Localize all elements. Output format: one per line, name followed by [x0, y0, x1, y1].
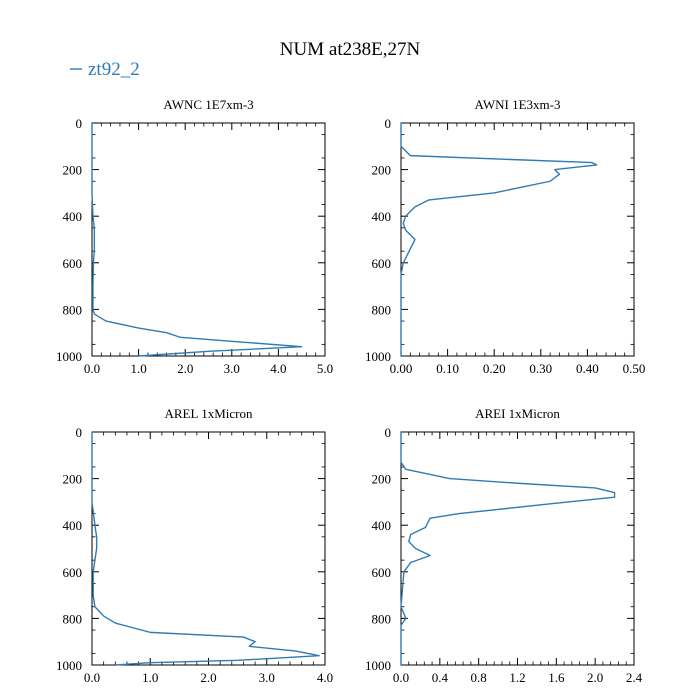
panel-4-xtick-label: 0.8 — [471, 670, 487, 685]
panel-4: AREI 1xMicron 0.0 0.4 0.8 1.2 1.6 2.0 2.4 0 200 40… — [365, 406, 643, 685]
panel-3-xtick-label: 2.0 — [200, 670, 216, 685]
panel-3-title: AREL 1xMicron — [165, 406, 253, 421]
panel-2-xtick-label: 0.00 — [390, 361, 413, 376]
panel-4-ytick-label: 200 — [372, 472, 392, 487]
panel-4-xtick-label: 1.2 — [509, 670, 525, 685]
panel-3-xtick-label: 0.0 — [84, 670, 100, 685]
panel-3-ytick-label: 200 — [63, 472, 83, 487]
panel-3-ytick-label: 800 — [63, 611, 83, 626]
legend-label: zt92_2 — [88, 59, 140, 80]
panel-4-ytick-label: 0 — [385, 425, 392, 440]
panel-2-ytick-label: 1000 — [365, 349, 391, 364]
panel-3-series-line — [91, 432, 320, 666]
panel-2-series-line — [400, 123, 598, 356]
panel-2-xtick-label: 0.50 — [623, 361, 646, 376]
panel-1-ytick-label: 1000 — [56, 349, 82, 364]
panel-3-frame — [91, 431, 326, 666]
panel-4-series-line — [400, 432, 616, 665]
panel-1-xtick-label: 4.0 — [270, 361, 286, 376]
panel-3-ytick-label: 0 — [76, 425, 83, 440]
panel-2-ytick-label: 600 — [372, 256, 392, 271]
panel-1-ytick-label: 600 — [63, 256, 83, 271]
panel-1-xtick-label: 0.0 — [84, 361, 100, 376]
panel-3-xtick-label: 4.0 — [317, 670, 333, 685]
panel-1: AWNC 1E7xm-3 0.0 1.0 2.0 3.0 4.0 5.0 0 200 400 600… — [56, 97, 333, 376]
panel-2-ytick-label: 200 — [372, 163, 392, 178]
panel-1-xtick-label: 2.0 — [177, 361, 193, 376]
panel-4-ytick-label: 600 — [372, 565, 392, 580]
panel-2-xtick-label: 0.20 — [483, 361, 506, 376]
panel-1-ytick-label: 400 — [63, 209, 83, 224]
panel-4-title: AREI 1xMicron — [475, 406, 560, 421]
panel-1-ytick-label: 200 — [63, 163, 83, 178]
panel-4-xtick-label: 2.0 — [587, 670, 603, 685]
panel-1-frame — [91, 122, 326, 357]
panel-1-ytick-label: 800 — [63, 302, 83, 317]
panel-3: AREL 1xMicron 0.0 1.0 2.0 3.0 4.0 0 200 400 600 80… — [56, 406, 333, 685]
panel-4-ytick-label: 800 — [372, 611, 392, 626]
panel-2-xtick-label: 0.30 — [529, 361, 552, 376]
panel-3-xtick-label: 1.0 — [142, 670, 158, 685]
chart-title: NUM at238E,27N — [280, 39, 421, 60]
panel-2-ytick-label: 400 — [372, 209, 392, 224]
panel-4-ytick-label: 400 — [372, 518, 392, 533]
panels: AWNC 1E7xm-3 0.0 1.0 2.0 3.0 4.0 5.0 0 200 400 600… — [56, 97, 645, 685]
panel-3-xtick-label: 3.0 — [259, 670, 275, 685]
panel-4-frame — [400, 431, 635, 666]
panel-3-ytick-label: 1000 — [56, 658, 82, 673]
panel-2-xtick-label: 0.40 — [576, 361, 599, 376]
panel-4-xtick-label: 0.0 — [393, 670, 409, 685]
panel-1-xtick-label: 1.0 — [130, 361, 146, 376]
panel-2-frame — [400, 122, 635, 357]
panel-1-xtick-label: 5.0 — [317, 361, 333, 376]
panel-4-xtick-label: 2.4 — [626, 670, 643, 685]
legend: zt92_2 — [70, 59, 140, 80]
panel-2-ytick-label: 0 — [385, 116, 392, 131]
panel-3-ytick-label: 600 — [63, 565, 83, 580]
panel-2-xtick-label: 0.10 — [436, 361, 459, 376]
panel-1-xtick-label: 3.0 — [224, 361, 240, 376]
panel-1-title: AWNC 1E7xm-3 — [163, 97, 253, 112]
panel-4-xtick-label: 1.6 — [548, 670, 565, 685]
panel-4-xtick-label: 0.4 — [432, 670, 449, 685]
panel-3-ytick-label: 400 — [63, 518, 83, 533]
panel-4-ytick-label: 1000 — [365, 658, 391, 673]
panel-1-ytick-label: 0 — [76, 116, 83, 131]
panel-1-series-line — [91, 123, 303, 357]
panel-2-ytick-label: 800 — [372, 302, 392, 317]
panel-2: AWNI 1E3xm-3 0.00 0.10 0.20 0.30 0.40 0.50 0 200… — [365, 97, 645, 376]
panel-2-title: AWNI 1E3xm-3 — [475, 97, 561, 112]
